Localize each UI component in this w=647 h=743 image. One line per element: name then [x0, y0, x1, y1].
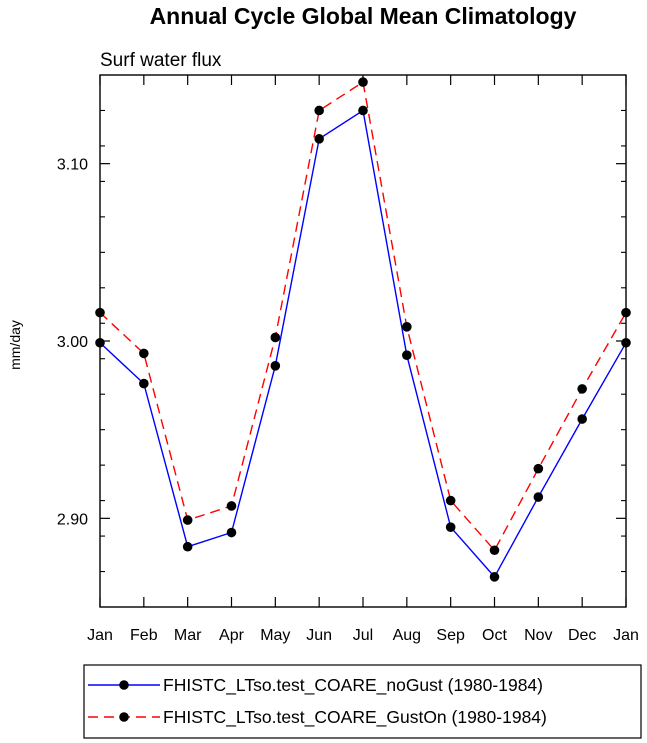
legend-box — [83, 664, 642, 739]
data-point — [402, 350, 412, 360]
y-tick-label: 2.90 — [57, 511, 88, 528]
legend-marker-guston — [119, 712, 129, 722]
data-point — [577, 414, 587, 424]
x-tick-label: Apr — [219, 627, 245, 644]
x-tick-label: Oct — [482, 627, 507, 644]
data-point — [489, 545, 500, 556]
legend: FHISTC_LTso.test_COARE_noGust (1980-1984… — [83, 664, 642, 739]
data-point — [358, 77, 368, 87]
x-tick-label: Jan — [613, 627, 639, 644]
data-point — [314, 134, 324, 144]
y-tick-label: 3.00 — [57, 334, 88, 351]
plot-frame — [99, 74, 627, 608]
data-point — [226, 501, 237, 511]
chart-subtitle: Surf water flux — [100, 50, 222, 71]
x-tick-label: Nov — [524, 627, 552, 644]
x-tick-label: Mar — [174, 627, 202, 644]
data-point — [182, 541, 193, 552]
data-point — [139, 378, 149, 389]
data-point — [182, 515, 193, 525]
series-layer — [95, 77, 631, 582]
x-tick-label: Sep — [436, 627, 465, 644]
data-point — [445, 522, 456, 532]
x-tick-label: Feb — [130, 627, 158, 644]
legend-label-guston: FHISTC_LTso.test_COARE_GustOn (1980-1984… — [163, 707, 547, 728]
data-point — [226, 527, 237, 538]
data-point — [533, 463, 544, 474]
data-point — [139, 348, 149, 359]
data-point — [402, 322, 412, 332]
x-tick-label: Dec — [568, 627, 596, 644]
series-line-0 — [99, 109, 627, 579]
data-point — [270, 332, 281, 343]
legend-marker-nogust — [119, 680, 129, 690]
x-tick-label: Jul — [353, 627, 373, 644]
x-tick-label: May — [260, 627, 290, 644]
data-point — [533, 492, 544, 502]
axis-ticks: Jan Feb Mar Apr May Jun Jul Aug Sep Oct Nov Dec Jan 2… — [57, 75, 639, 644]
x-tick-label: Jun — [306, 627, 332, 644]
x-tick-label: Aug — [393, 627, 421, 644]
data-point — [314, 105, 324, 116]
y-tick-label: 3.10 — [57, 157, 88, 174]
y-axis-label: mm/day — [7, 320, 23, 370]
legend-label-nogust: FHISTC_LTso.test_COARE_noGust (1980-1984… — [163, 675, 543, 696]
data-point — [577, 384, 587, 394]
data-point — [489, 572, 500, 582]
data-point — [358, 105, 368, 116]
chart-title: Annual Cycle Global Mean Climatology — [150, 3, 577, 29]
data-point — [270, 361, 281, 371]
data-point — [445, 495, 456, 506]
x-tick-label: Jan — [87, 627, 113, 644]
